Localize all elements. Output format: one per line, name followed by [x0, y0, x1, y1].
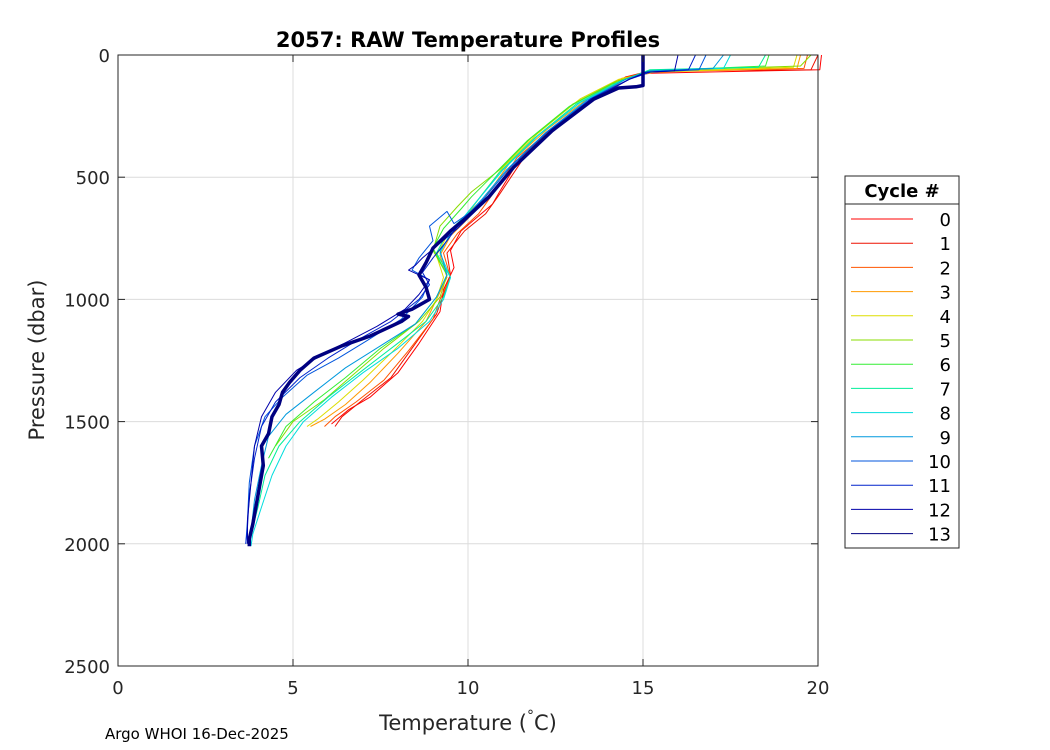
- x-axis-label-degree: °: [527, 708, 534, 724]
- y-tick-label: 2000: [64, 535, 110, 556]
- legend-label-cycle-7: 7: [940, 379, 951, 400]
- profile-line-cycle-13: [247, 55, 645, 547]
- x-axis-label-unit: C): [534, 711, 557, 735]
- legend-label-cycle-4: 4: [940, 307, 951, 328]
- legend-label-cycle-2: 2: [940, 258, 951, 279]
- profile-line-cycle-8: [250, 54, 731, 547]
- legend-label-cycle-10: 10: [928, 452, 951, 473]
- series-layer: [245, 54, 822, 547]
- legend-label-cycle-5: 5: [940, 331, 951, 352]
- legend-label-cycle-11: 11: [928, 476, 951, 497]
- x-tick-label: 0: [112, 678, 123, 699]
- x-axis-label: Temperature (°C): [378, 708, 557, 735]
- legend-label-cycle-3: 3: [940, 283, 951, 304]
- profile-line-cycle-9: [248, 54, 724, 546]
- y-tick-label: 1000: [64, 290, 110, 311]
- legend-title: Cycle #: [864, 181, 939, 202]
- x-axis-label-main: Temperature (: [378, 711, 527, 735]
- y-tick-label: 0: [99, 46, 110, 67]
- legend-box: [844, 175, 960, 549]
- legend-label-cycle-8: 8: [940, 404, 951, 425]
- legend-label-cycle-0: 0: [940, 210, 951, 231]
- tick-layer: 0 5 10 15 20 0 500 1000 1500 2000 2500: [64, 46, 829, 699]
- legend-label-cycle-6: 6: [940, 355, 951, 376]
- y-tick-label: 1500: [64, 413, 110, 434]
- profile-line-cycle-7: [248, 54, 766, 546]
- profile-line-cycle-11: [245, 54, 696, 544]
- profile-line-cycle-3: [310, 54, 801, 427]
- legend-label-cycle-12: 12: [928, 500, 951, 521]
- profile-line-cycle-6: [268, 54, 770, 459]
- y-tick-label: 500: [76, 168, 110, 189]
- x-tick-label: 5: [287, 678, 298, 699]
- grid-layer: [118, 55, 818, 666]
- chart-title: 2057: RAW Temperature Profiles: [276, 28, 660, 52]
- profile-line-cycle-4: [306, 54, 798, 427]
- legend-label-cycle-1: 1: [940, 234, 951, 255]
- profile-line-cycle-1: [334, 54, 819, 427]
- legend-label-cycle-9: 9: [940, 428, 951, 449]
- profile-line-cycle-5: [275, 54, 812, 447]
- legend-label-cycle-13: 13: [928, 525, 951, 546]
- x-tick-label: 10: [457, 678, 480, 699]
- y-axis-label: Pressure (dbar): [25, 280, 49, 441]
- x-tick-label: 20: [807, 678, 830, 699]
- footer-credit: Argo WHOI 16-Dec-2025: [105, 725, 289, 743]
- x-tick-label: 15: [632, 678, 655, 699]
- y-tick-label: 2500: [64, 657, 110, 678]
